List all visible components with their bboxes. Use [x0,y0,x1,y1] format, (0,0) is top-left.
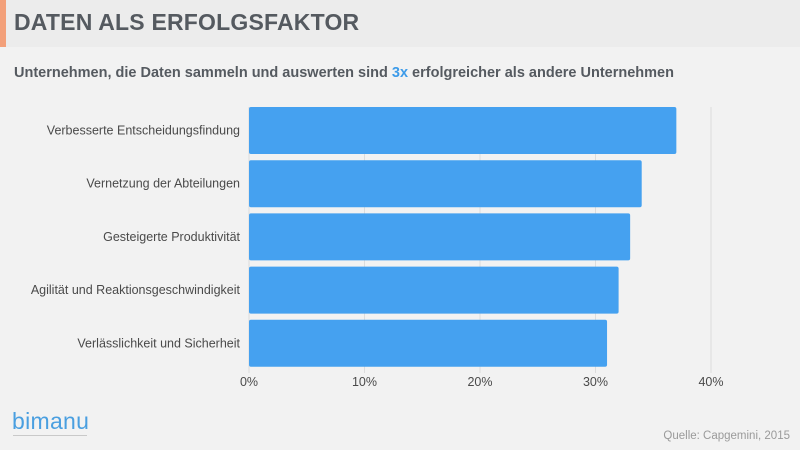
bar [249,266,619,314]
category-label: Vernetzung der Abteilungen [86,177,240,191]
subtitle-text-before: Unternehmen, die Daten sammeln und auswe… [14,65,392,81]
accent-stripe [0,0,6,47]
bimanu-logo: bimanu [12,408,90,434]
subtitle-text-after: erfolgreicher als andere Unternehmen [408,65,674,81]
x-tick-label: 10% [352,375,377,389]
x-tick-label: 30% [583,375,608,389]
bar [249,213,631,261]
x-tick-label: 40% [698,375,723,389]
bar [249,319,608,367]
chart-subtitle: Unternehmen, die Daten sammeln und auswe… [14,65,794,81]
logo-underline [13,435,87,436]
x-tick-label: 20% [467,375,492,389]
x-tick-label: 0% [240,375,258,389]
category-label: Verlässlichkeit und Sicherheit [77,336,240,350]
bar [249,107,677,154]
source-note: Quelle: Capgemini, 2015 [663,430,790,442]
category-label: Gesteigerte Produktivität [103,230,240,244]
category-label: Verbesserte Entscheidungsfindung [47,124,240,138]
header-bar [0,0,800,47]
subtitle-highlight: 3x [391,65,409,81]
bar [249,160,642,208]
page-title: DATEN ALS ERFOLGSFAKTOR [14,9,360,35]
category-label: Agilität und Reaktionsgeschwindigkeit [31,283,241,297]
